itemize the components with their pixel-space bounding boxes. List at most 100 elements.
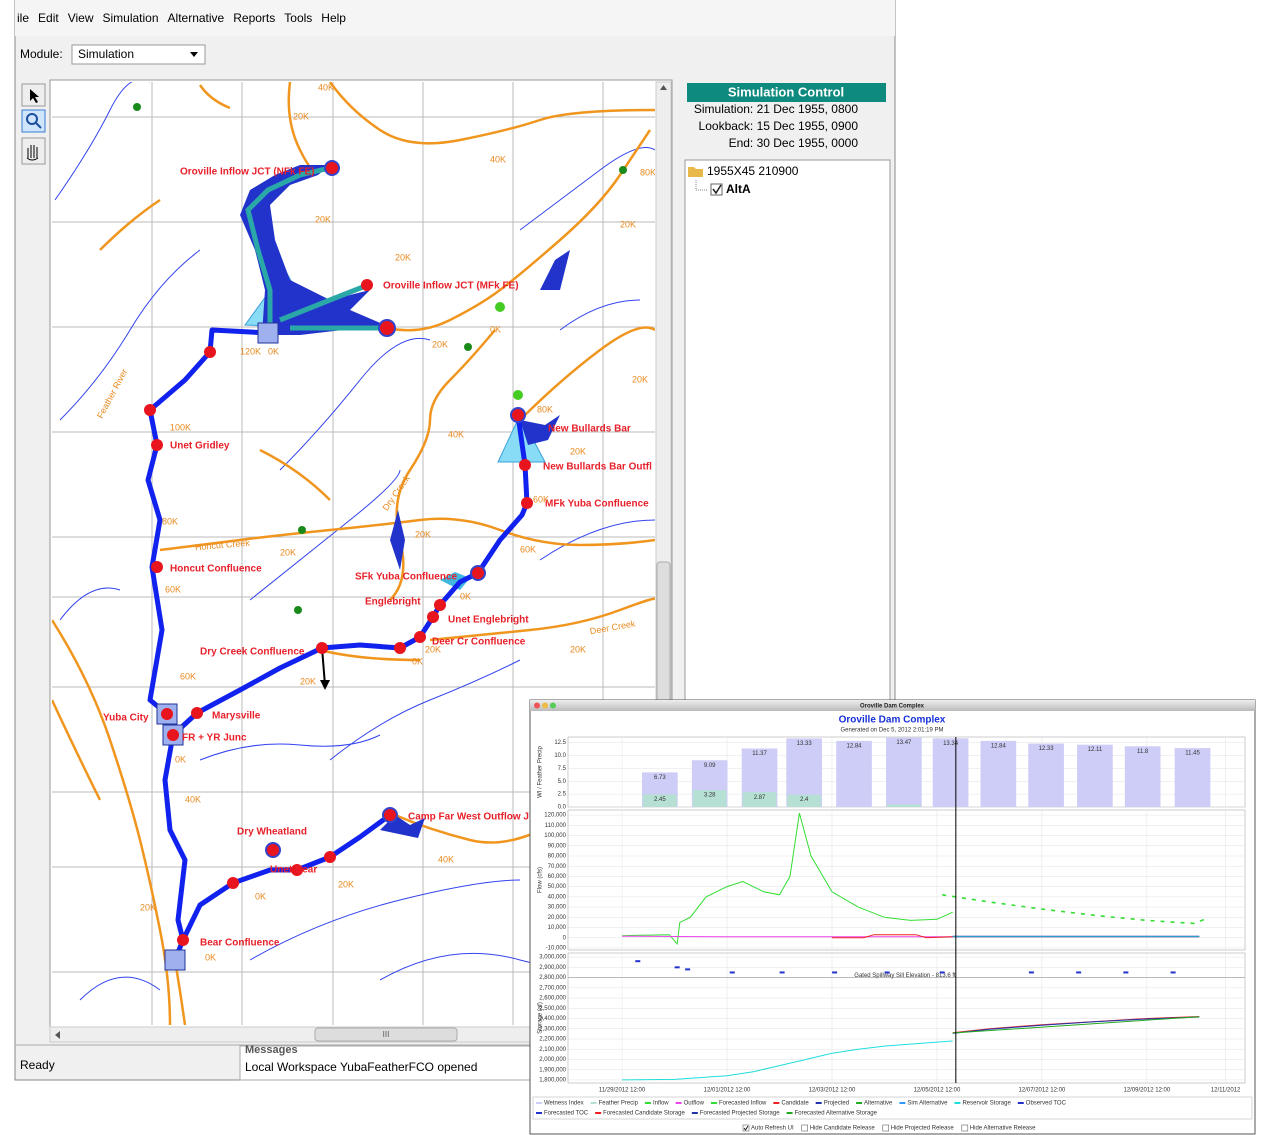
node-marker[interactable] — [427, 611, 439, 623]
node-marker[interactable] — [324, 160, 340, 176]
y-axis-label: Storage (af) — [538, 1002, 544, 1034]
bar-label: 3.28 — [704, 793, 716, 799]
node-label: Unet Englebright — [448, 615, 529, 626]
distance-label: 120K — [240, 346, 261, 356]
toc-marker — [635, 960, 641, 963]
checkbox[interactable] — [882, 1124, 890, 1132]
sim-control-title: Simulation Control — [728, 84, 844, 99]
node-marker[interactable] — [470, 565, 486, 581]
menu-item[interactable]: Simulation — [103, 11, 159, 25]
node-marker[interactable] — [291, 864, 303, 876]
legend-label: Sim Alternative — [907, 1101, 948, 1107]
node-label: Bear Confluence — [200, 938, 280, 949]
node-label: FR + YR Junc — [182, 733, 247, 744]
toc-marker — [674, 966, 680, 969]
y-tick-label: 7.5 — [558, 766, 567, 772]
distance-label: 80K — [162, 516, 178, 526]
bar-label: 13.33 — [797, 741, 813, 747]
node-marker[interactable] — [521, 497, 533, 509]
status-ready: Ready — [20, 1058, 55, 1072]
node-marker[interactable] — [434, 599, 446, 611]
distance-label: 0K — [490, 324, 501, 334]
zoom-button[interactable] — [550, 702, 556, 709]
y-tick-label: 12.5 — [554, 740, 566, 746]
node-marker[interactable] — [151, 561, 163, 573]
node-marker[interactable] — [151, 439, 163, 451]
checkbox-label[interactable]: Auto Refresh UI — [751, 1126, 794, 1132]
node-label: New Bullards Bar — [548, 424, 631, 435]
distance-label: 40K — [438, 854, 454, 864]
node-marker[interactable] — [316, 642, 328, 654]
sim-control-header — [687, 83, 886, 102]
checkbox[interactable] — [801, 1124, 808, 1132]
checkbox[interactable] — [961, 1124, 969, 1132]
scroll-up[interactable] — [660, 85, 667, 90]
node-marker[interactable] — [191, 707, 203, 719]
node-marker[interactable] — [167, 729, 179, 741]
tree-item[interactable]: AltA — [726, 182, 751, 196]
menu-item[interactable]: Tools — [284, 11, 312, 25]
node-label: Dry Wheatland — [237, 827, 307, 838]
toc-marker — [939, 971, 945, 974]
node-marker[interactable] — [177, 934, 189, 946]
node-marker — [204, 346, 216, 358]
node-marker[interactable] — [265, 842, 281, 858]
distance-label: 0K — [412, 656, 423, 666]
menu-item[interactable]: View — [68, 11, 94, 25]
checkbox-label[interactable]: Hide Projected Release — [891, 1126, 955, 1132]
node-marker — [144, 404, 156, 416]
x-tick-label: 12/07/2012 12:00 — [1019, 1088, 1066, 1094]
bar-label: 11.8 — [1137, 749, 1149, 755]
distance-label: 20K — [570, 644, 586, 654]
bar-label: 2.45 — [654, 797, 666, 803]
node-marker[interactable] — [361, 279, 373, 291]
zoom-icon — [26, 113, 38, 125]
module-dropdown[interactable] — [71, 44, 206, 65]
node-marker[interactable] — [414, 631, 426, 643]
menu-item[interactable]: Reports — [233, 11, 275, 25]
minimize-button[interactable] — [542, 702, 548, 709]
node-label: Camp Far West Outflow J — [408, 812, 529, 823]
flow-arrow-head — [320, 680, 330, 690]
node-label: SFk Yuba Confluence — [355, 572, 457, 583]
module-value[interactable]: Simulation — [78, 47, 134, 61]
distance-label: 20K — [140, 902, 156, 912]
y-tick-label: 90,000 — [548, 843, 567, 849]
y-tick-label: 3,000,000 — [539, 955, 566, 961]
legend-label: Forecasted Candidate Storage — [603, 1111, 685, 1117]
menu-item[interactable]: Edit — [38, 11, 59, 25]
tree-folder[interactable]: 1955X45 210900 — [707, 164, 799, 178]
distance-label: 0K — [175, 754, 186, 764]
menu-item[interactable]: ile — [17, 11, 29, 25]
menu-item[interactable]: Help — [321, 11, 346, 25]
node-marker[interactable] — [510, 407, 526, 423]
node-marker[interactable] — [161, 708, 173, 720]
y-tick-label: 2,000,000 — [539, 1057, 566, 1063]
node-marker[interactable] — [519, 459, 531, 471]
legend-label: Forecasted Inflow — [719, 1101, 767, 1107]
horizontal-scroll-thumb[interactable] — [314, 1027, 458, 1042]
checkbox[interactable] — [742, 1124, 750, 1132]
node-marker — [324, 851, 336, 863]
messages-panel — [239, 1045, 531, 1081]
y-tick-label: 70,000 — [548, 864, 567, 870]
series-line — [622, 1040, 953, 1081]
node-marker[interactable] — [382, 807, 398, 823]
chart-title: Oroville Dam Complex — [839, 715, 946, 726]
y-tick-label: 120,000 — [544, 813, 566, 819]
menu-item[interactable]: Alternative — [168, 11, 225, 25]
scroll-left[interactable] — [55, 1031, 60, 1039]
checkbox-label[interactable]: Hide Alternative Release — [970, 1126, 1036, 1132]
messages-title: Messages — [245, 1044, 298, 1056]
plot-area — [567, 809, 1246, 951]
bar-label: 12.11 — [1088, 747, 1103, 753]
tree-checkbox[interactable] — [710, 183, 723, 196]
checkbox-label[interactable]: Hide Candidate Release — [810, 1126, 876, 1132]
toc-marker — [685, 968, 691, 971]
distance-label: 80K — [537, 404, 553, 414]
y-tick-label: 2,900,000 — [539, 965, 566, 971]
node-label: Oroville Inflow JCT (NFk FE) — [180, 167, 314, 178]
close-button[interactable] — [534, 702, 540, 709]
y-tick-label: 20,000 — [548, 915, 567, 921]
bar-label: 11.45 — [1185, 751, 1200, 757]
